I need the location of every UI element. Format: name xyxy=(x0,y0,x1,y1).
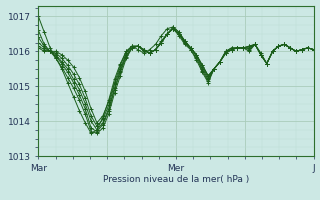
X-axis label: Pression niveau de la mer( hPa ): Pression niveau de la mer( hPa ) xyxy=(103,175,249,184)
